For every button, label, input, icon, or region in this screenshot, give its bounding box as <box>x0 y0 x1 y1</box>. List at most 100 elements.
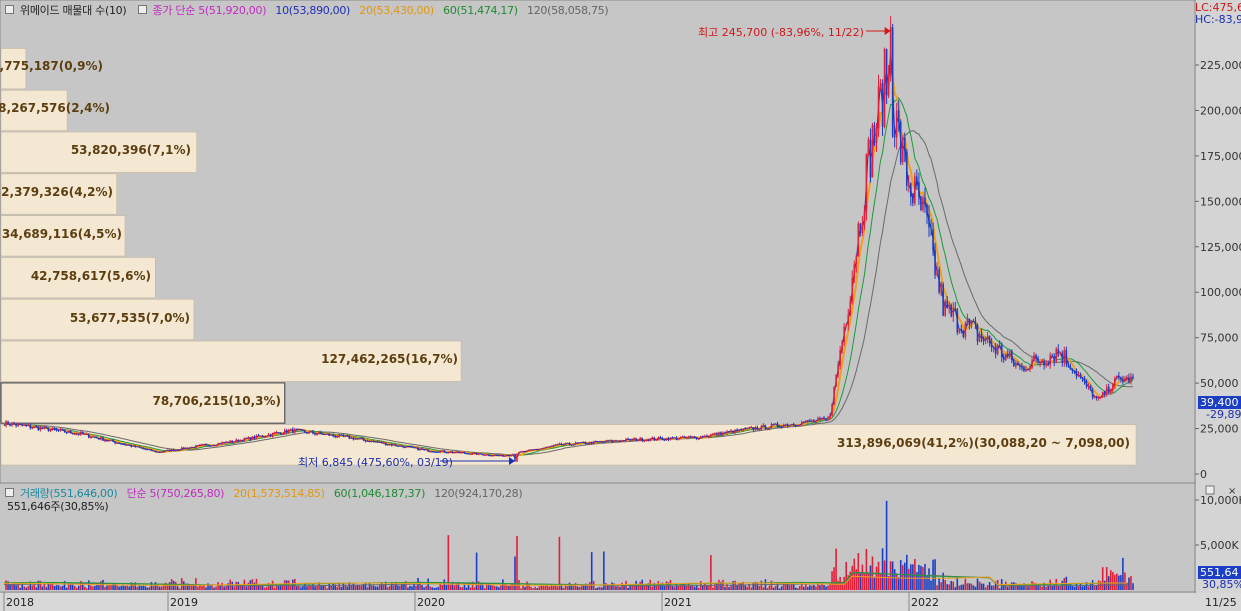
candle-body <box>1105 386 1108 395</box>
volume-bar <box>298 585 300 590</box>
candle-body <box>104 440 106 442</box>
volume-bar <box>79 581 82 590</box>
candle-body <box>118 442 120 444</box>
volume-bar <box>467 583 470 590</box>
candle-body <box>403 446 405 448</box>
candle-body <box>253 436 256 439</box>
legend-toggle-icon[interactable] <box>5 488 14 497</box>
volume-bar <box>609 585 611 590</box>
candle-body <box>805 420 807 423</box>
candle-body <box>390 444 393 446</box>
volume-bar <box>1053 584 1056 590</box>
volume-bar <box>950 580 953 590</box>
candle-body <box>1035 354 1037 359</box>
candle-body <box>946 300 948 308</box>
volume-bar <box>837 580 839 590</box>
candle-body <box>673 437 676 439</box>
candle-body <box>310 431 312 433</box>
candle-body <box>835 374 837 387</box>
candle-body <box>485 454 488 456</box>
candle-body <box>669 437 672 441</box>
candle-body <box>534 449 536 451</box>
profile-label-1: 18,267,576(2,4%) <box>0 101 110 115</box>
volume-bar <box>691 585 694 590</box>
volume-bar <box>510 584 512 590</box>
candle-body <box>360 438 363 440</box>
candle-body <box>75 433 78 435</box>
candle-body <box>199 445 201 447</box>
volume-bar <box>952 581 955 590</box>
candle-body <box>681 436 684 438</box>
volume-bar <box>441 584 444 590</box>
volume-bar <box>419 581 421 590</box>
volume-bar <box>382 584 385 590</box>
volume-bar <box>330 585 332 590</box>
volume-bar <box>910 564 912 590</box>
candle-body <box>320 432 322 434</box>
volume-bar <box>51 582 54 590</box>
volume-bar <box>685 585 688 590</box>
volume-bar <box>794 587 797 590</box>
volume-bar <box>104 586 106 590</box>
volume-bar <box>960 584 963 590</box>
volume-bar <box>825 586 827 590</box>
candle-body <box>1006 353 1009 357</box>
volume-bar <box>364 583 367 590</box>
volume-bar <box>714 584 716 590</box>
volume-bar <box>617 585 619 590</box>
volume-bar <box>724 587 726 590</box>
candle-body <box>792 423 795 426</box>
candle-body <box>653 437 656 441</box>
volume-bar <box>580 584 583 590</box>
candle-body <box>734 429 736 434</box>
price-tick-label: 175,000 <box>1200 150 1241 163</box>
volume-bar <box>675 583 678 590</box>
candle-body <box>853 264 856 279</box>
legend-toggle-icon[interactable] <box>137 5 147 14</box>
candle-body <box>990 342 993 348</box>
candle-body <box>279 432 282 435</box>
candle-body <box>219 443 221 445</box>
volume-bar <box>504 583 506 590</box>
volume-bar <box>1069 583 1072 590</box>
x-tick-label: 2021 <box>664 596 692 609</box>
volume-bar <box>457 581 460 590</box>
volume-bar <box>148 586 151 590</box>
volume-bar <box>57 585 60 590</box>
volume-bar <box>770 580 773 590</box>
volume-bar <box>790 584 793 590</box>
candle-body <box>388 444 391 446</box>
legend-ma60: 60(51,474,17) <box>443 4 518 17</box>
candle-body <box>251 436 254 440</box>
volume-bar <box>802 586 805 590</box>
volume-bar <box>758 586 761 590</box>
volume-bar <box>235 581 238 590</box>
candle-body <box>88 433 90 438</box>
candle-body <box>354 438 357 440</box>
candle-body <box>1004 353 1007 360</box>
candle-body <box>211 445 213 447</box>
profile-label-0: 6,775,187(0,9%) <box>0 59 103 73</box>
low-arrow-icon <box>508 457 515 465</box>
candle-body <box>728 431 730 433</box>
candle-body <box>881 83 884 127</box>
candle-body <box>114 441 116 444</box>
volume-bar <box>96 584 98 590</box>
candle-body <box>205 444 207 446</box>
volume-bar <box>1037 584 1039 590</box>
volume-bar <box>447 535 450 590</box>
candle-body <box>63 429 66 433</box>
volume-bar <box>720 581 722 590</box>
volume-bar <box>106 585 108 590</box>
volume-bar <box>265 587 268 590</box>
volume-bar <box>946 584 948 590</box>
volume-bar <box>338 582 341 590</box>
candle-body <box>69 430 72 434</box>
legend-toggle-icon[interactable] <box>5 5 14 14</box>
volume-bar <box>615 586 617 590</box>
volume-bar <box>903 562 906 590</box>
candle-body <box>718 432 720 436</box>
candle-body <box>754 427 757 430</box>
